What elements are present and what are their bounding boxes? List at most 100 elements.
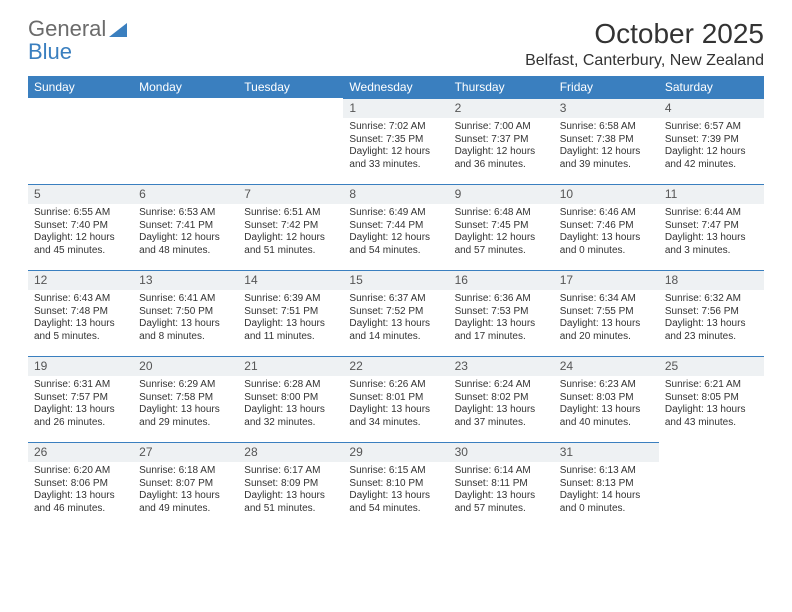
daylight-line1: Daylight: 12 hours <box>349 146 442 159</box>
sunset-text: Sunset: 7:40 PM <box>34 220 127 233</box>
sunrise-text: Sunrise: 6:55 AM <box>34 207 127 220</box>
daylight-line2: and 8 minutes. <box>139 331 232 344</box>
day-body: Sunrise: 6:34 AMSunset: 7:55 PMDaylight:… <box>554 290 659 345</box>
sunrise-text: Sunrise: 6:51 AM <box>244 207 337 220</box>
day-body: Sunrise: 6:15 AMSunset: 8:10 PMDaylight:… <box>343 462 448 517</box>
sunset-text: Sunset: 7:47 PM <box>665 220 758 233</box>
calendar-row: 26Sunrise: 6:20 AMSunset: 8:06 PMDayligh… <box>28 442 764 528</box>
calendar-cell: 8Sunrise: 6:49 AMSunset: 7:44 PMDaylight… <box>343 184 448 270</box>
sunset-text: Sunset: 7:57 PM <box>34 392 127 405</box>
daylight-line2: and 14 minutes. <box>349 331 442 344</box>
logo: General Blue <box>28 18 127 63</box>
day-number: 18 <box>659 270 764 290</box>
day-number: 9 <box>449 184 554 204</box>
month-title: October 2025 <box>525 18 764 50</box>
daylight-line1: Daylight: 13 hours <box>665 404 758 417</box>
sunset-text: Sunset: 8:06 PM <box>34 478 127 491</box>
calendar-cell: 11Sunrise: 6:44 AMSunset: 7:47 PMDayligh… <box>659 184 764 270</box>
sunrise-text: Sunrise: 6:20 AM <box>34 465 127 478</box>
day-number: 10 <box>554 184 659 204</box>
day-number: 31 <box>554 442 659 462</box>
sunset-text: Sunset: 8:01 PM <box>349 392 442 405</box>
day-number: 12 <box>28 270 133 290</box>
sunset-text: Sunset: 7:53 PM <box>455 306 548 319</box>
calendar-cell: 1Sunrise: 7:02 AMSunset: 7:35 PMDaylight… <box>343 98 448 184</box>
daylight-line1: Daylight: 13 hours <box>34 318 127 331</box>
calendar-cell: 3Sunrise: 6:58 AMSunset: 7:38 PMDaylight… <box>554 98 659 184</box>
daylight-line2: and 0 minutes. <box>560 245 653 258</box>
calendar-cell: 22Sunrise: 6:26 AMSunset: 8:01 PMDayligh… <box>343 356 448 442</box>
daylight-line1: Daylight: 13 hours <box>34 490 127 503</box>
day-body: Sunrise: 6:57 AMSunset: 7:39 PMDaylight:… <box>659 118 764 173</box>
daylight-line1: Daylight: 13 hours <box>455 404 548 417</box>
sunrise-text: Sunrise: 6:39 AM <box>244 293 337 306</box>
daylight-line2: and 0 minutes. <box>560 503 653 516</box>
sunset-text: Sunset: 7:58 PM <box>139 392 232 405</box>
calendar-cell: 5Sunrise: 6:55 AMSunset: 7:40 PMDaylight… <box>28 184 133 270</box>
day-body: Sunrise: 6:21 AMSunset: 8:05 PMDaylight:… <box>659 376 764 431</box>
calendar-row: 5Sunrise: 6:55 AMSunset: 7:40 PMDaylight… <box>28 184 764 270</box>
sunrise-text: Sunrise: 6:18 AM <box>139 465 232 478</box>
header-row: General Blue October 2025 Belfast, Cante… <box>28 18 764 70</box>
sunrise-text: Sunrise: 6:36 AM <box>455 293 548 306</box>
sunset-text: Sunset: 7:41 PM <box>139 220 232 233</box>
day-number: 25 <box>659 356 764 376</box>
day-body: Sunrise: 6:48 AMSunset: 7:45 PMDaylight:… <box>449 204 554 259</box>
daylight-line2: and 51 minutes. <box>244 503 337 516</box>
day-header: Friday <box>554 76 659 98</box>
day-number: 19 <box>28 356 133 376</box>
sunrise-text: Sunrise: 6:49 AM <box>349 207 442 220</box>
sunrise-text: Sunrise: 6:14 AM <box>455 465 548 478</box>
calendar-cell <box>28 98 133 184</box>
day-body: Sunrise: 6:44 AMSunset: 7:47 PMDaylight:… <box>659 204 764 259</box>
day-number: 3 <box>554 98 659 118</box>
day-body: Sunrise: 6:49 AMSunset: 7:44 PMDaylight:… <box>343 204 448 259</box>
logo-triangle-icon <box>109 19 127 41</box>
location: Belfast, Canterbury, New Zealand <box>525 52 764 70</box>
sunrise-text: Sunrise: 6:58 AM <box>560 121 653 134</box>
sunrise-text: Sunrise: 6:28 AM <box>244 379 337 392</box>
sunset-text: Sunset: 7:38 PM <box>560 134 653 147</box>
day-body: Sunrise: 6:31 AMSunset: 7:57 PMDaylight:… <box>28 376 133 431</box>
day-body: Sunrise: 6:28 AMSunset: 8:00 PMDaylight:… <box>238 376 343 431</box>
sunset-text: Sunset: 7:51 PM <box>244 306 337 319</box>
day-body: Sunrise: 6:14 AMSunset: 8:11 PMDaylight:… <box>449 462 554 517</box>
sunset-text: Sunset: 7:45 PM <box>455 220 548 233</box>
day-number: 22 <box>343 356 448 376</box>
day-number: 24 <box>554 356 659 376</box>
daylight-line2: and 49 minutes. <box>139 503 232 516</box>
daylight-line2: and 20 minutes. <box>560 331 653 344</box>
sunset-text: Sunset: 8:00 PM <box>244 392 337 405</box>
day-body: Sunrise: 7:00 AMSunset: 7:37 PMDaylight:… <box>449 118 554 173</box>
daylight-line1: Daylight: 13 hours <box>560 318 653 331</box>
daylight-line1: Daylight: 13 hours <box>139 404 232 417</box>
calendar-cell: 2Sunrise: 7:00 AMSunset: 7:37 PMDaylight… <box>449 98 554 184</box>
day-number: 28 <box>238 442 343 462</box>
logo-text-b: Blue <box>28 39 72 64</box>
day-body: Sunrise: 6:41 AMSunset: 7:50 PMDaylight:… <box>133 290 238 345</box>
daylight-line1: Daylight: 13 hours <box>139 490 232 503</box>
daylight-line2: and 32 minutes. <box>244 417 337 430</box>
daylight-line1: Daylight: 13 hours <box>244 490 337 503</box>
day-body: Sunrise: 6:43 AMSunset: 7:48 PMDaylight:… <box>28 290 133 345</box>
daylight-line2: and 5 minutes. <box>34 331 127 344</box>
calendar-cell: 4Sunrise: 6:57 AMSunset: 7:39 PMDaylight… <box>659 98 764 184</box>
calendar-cell: 23Sunrise: 6:24 AMSunset: 8:02 PMDayligh… <box>449 356 554 442</box>
day-header: Tuesday <box>238 76 343 98</box>
sunset-text: Sunset: 8:02 PM <box>455 392 548 405</box>
calendar-cell: 29Sunrise: 6:15 AMSunset: 8:10 PMDayligh… <box>343 442 448 528</box>
sunset-text: Sunset: 7:39 PM <box>665 134 758 147</box>
sunrise-text: Sunrise: 6:46 AM <box>560 207 653 220</box>
calendar-cell: 30Sunrise: 6:14 AMSunset: 8:11 PMDayligh… <box>449 442 554 528</box>
day-body: Sunrise: 6:39 AMSunset: 7:51 PMDaylight:… <box>238 290 343 345</box>
sunrise-text: Sunrise: 7:00 AM <box>455 121 548 134</box>
daylight-line2: and 36 minutes. <box>455 159 548 172</box>
day-body: Sunrise: 6:46 AMSunset: 7:46 PMDaylight:… <box>554 204 659 259</box>
calendar-table: Sunday Monday Tuesday Wednesday Thursday… <box>28 76 764 528</box>
day-number: 17 <box>554 270 659 290</box>
calendar-cell <box>133 98 238 184</box>
day-number: 23 <box>449 356 554 376</box>
calendar-cell: 6Sunrise: 6:53 AMSunset: 7:41 PMDaylight… <box>133 184 238 270</box>
daylight-line1: Daylight: 13 hours <box>34 404 127 417</box>
sunrise-text: Sunrise: 6:23 AM <box>560 379 653 392</box>
